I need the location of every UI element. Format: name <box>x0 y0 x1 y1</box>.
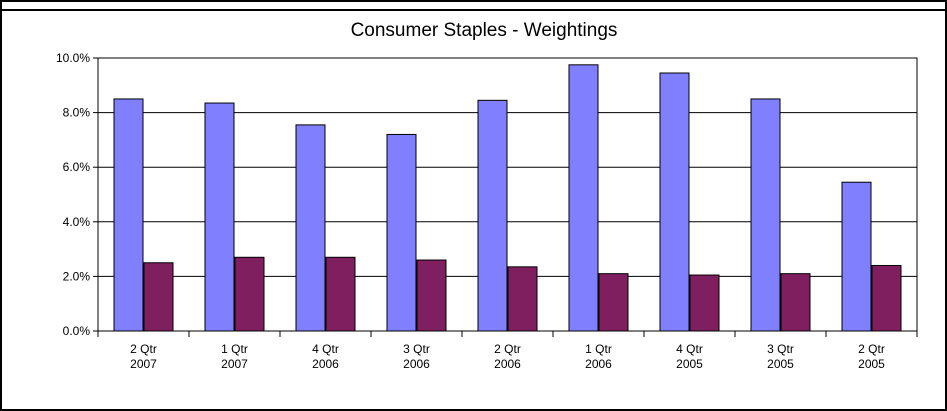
x-tick-label: 2006 <box>494 357 521 371</box>
y-tick-label: 4.0% <box>63 215 91 229</box>
bar <box>750 98 781 332</box>
plot-border <box>97 57 918 332</box>
x-tick-label: 2 Qtr <box>494 342 521 356</box>
bar <box>507 266 538 332</box>
y-tick-label: 2.0% <box>63 269 91 283</box>
bar <box>841 181 872 332</box>
y-tick-label: 10.0% <box>56 51 90 65</box>
bar <box>234 256 265 332</box>
x-tick-label: 4 Qtr <box>312 342 339 356</box>
x-tick-label: 1 Qtr <box>221 342 248 356</box>
y-tick-label: 6.0% <box>63 160 91 174</box>
bar <box>871 264 902 332</box>
x-tick-label: 2006 <box>403 357 430 371</box>
bar <box>386 133 417 332</box>
x-tick-label: 2 Qtr <box>858 342 885 356</box>
x-tick-label: 2005 <box>858 357 885 371</box>
x-tick-label: 2006 <box>585 357 612 371</box>
x-tick-label: 2005 <box>767 357 794 371</box>
x-tick-label: 4 Qtr <box>676 342 703 356</box>
bar <box>416 259 447 332</box>
y-tick-label: 0.0% <box>63 324 91 338</box>
x-tick-label: 2 Qtr <box>130 342 157 356</box>
bar <box>143 262 174 332</box>
bar <box>780 273 811 332</box>
x-tick-label: 2007 <box>221 357 248 371</box>
x-tick-label: 2006 <box>312 357 339 371</box>
x-tick-label: 3 Qtr <box>767 342 794 356</box>
chart-title: Consumer Staples - Weightings <box>351 20 618 41</box>
bar <box>477 99 508 332</box>
bar <box>113 98 144 332</box>
x-tick-label: 2007 <box>130 357 157 371</box>
bar <box>325 256 356 332</box>
bar <box>568 64 599 332</box>
bar <box>689 274 720 332</box>
bar <box>204 102 235 332</box>
bar <box>295 124 326 332</box>
x-tick-label: 2005 <box>676 357 703 371</box>
x-tick-label: 3 Qtr <box>403 342 430 356</box>
bar <box>659 72 690 332</box>
y-tick-label: 8.0% <box>63 106 91 120</box>
x-tick-label: 1 Qtr <box>585 342 612 356</box>
bar <box>598 273 629 332</box>
